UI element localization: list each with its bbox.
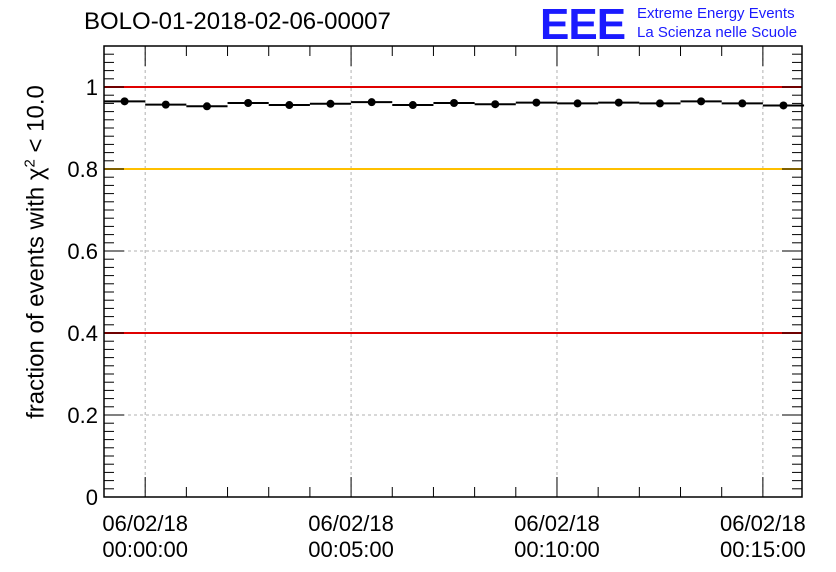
data-point — [120, 97, 129, 106]
y-tick-label: 0.6 — [67, 239, 98, 264]
x-tick-label-time: 00:00:00 — [102, 537, 188, 562]
data-point — [202, 102, 211, 111]
y-tick-label: 1 — [86, 75, 98, 100]
x-tick-label-date: 06/02/18 — [102, 511, 188, 536]
data-point — [367, 98, 376, 107]
data-point — [655, 99, 664, 108]
data-point — [326, 99, 335, 108]
plot-frame — [103, 45, 803, 498]
eee-logo: EEE — [540, 0, 626, 49]
x-tick-label-time: 00:15:00 — [720, 537, 806, 562]
logo-line2: La Scienza nelle Scuole — [637, 24, 798, 41]
data-point — [614, 98, 623, 107]
y-tick-label: 0 — [86, 485, 98, 510]
data-point — [285, 101, 294, 110]
data-point — [161, 100, 170, 109]
data-point — [491, 100, 500, 109]
data-point — [408, 101, 417, 110]
x-tick-label-time: 00:10:00 — [514, 537, 600, 562]
x-tick-label-date: 06/02/18 — [308, 511, 394, 536]
logo-line1: Extreme Energy Events — [637, 5, 795, 22]
logo-caption: Extreme Energy Events La Scienza nelle S… — [637, 4, 797, 42]
y-tick-label: 0.4 — [67, 321, 98, 346]
data-point — [244, 98, 253, 107]
data-point — [779, 101, 788, 110]
data-point — [532, 98, 541, 107]
data-point — [738, 99, 747, 108]
x-tick-label-date: 06/02/18 — [514, 511, 600, 536]
data-point — [697, 97, 706, 106]
data-point — [450, 98, 459, 107]
data-point — [573, 99, 582, 108]
x-tick-label-time: 00:05:00 — [308, 537, 394, 562]
y-tick-label: 0.2 — [67, 403, 98, 428]
x-tick-label-date: 06/02/18 — [720, 511, 806, 536]
y-tick-label: 0.8 — [67, 157, 98, 182]
chart-title: BOLO-01-2018-02-06-00007 — [84, 8, 391, 35]
